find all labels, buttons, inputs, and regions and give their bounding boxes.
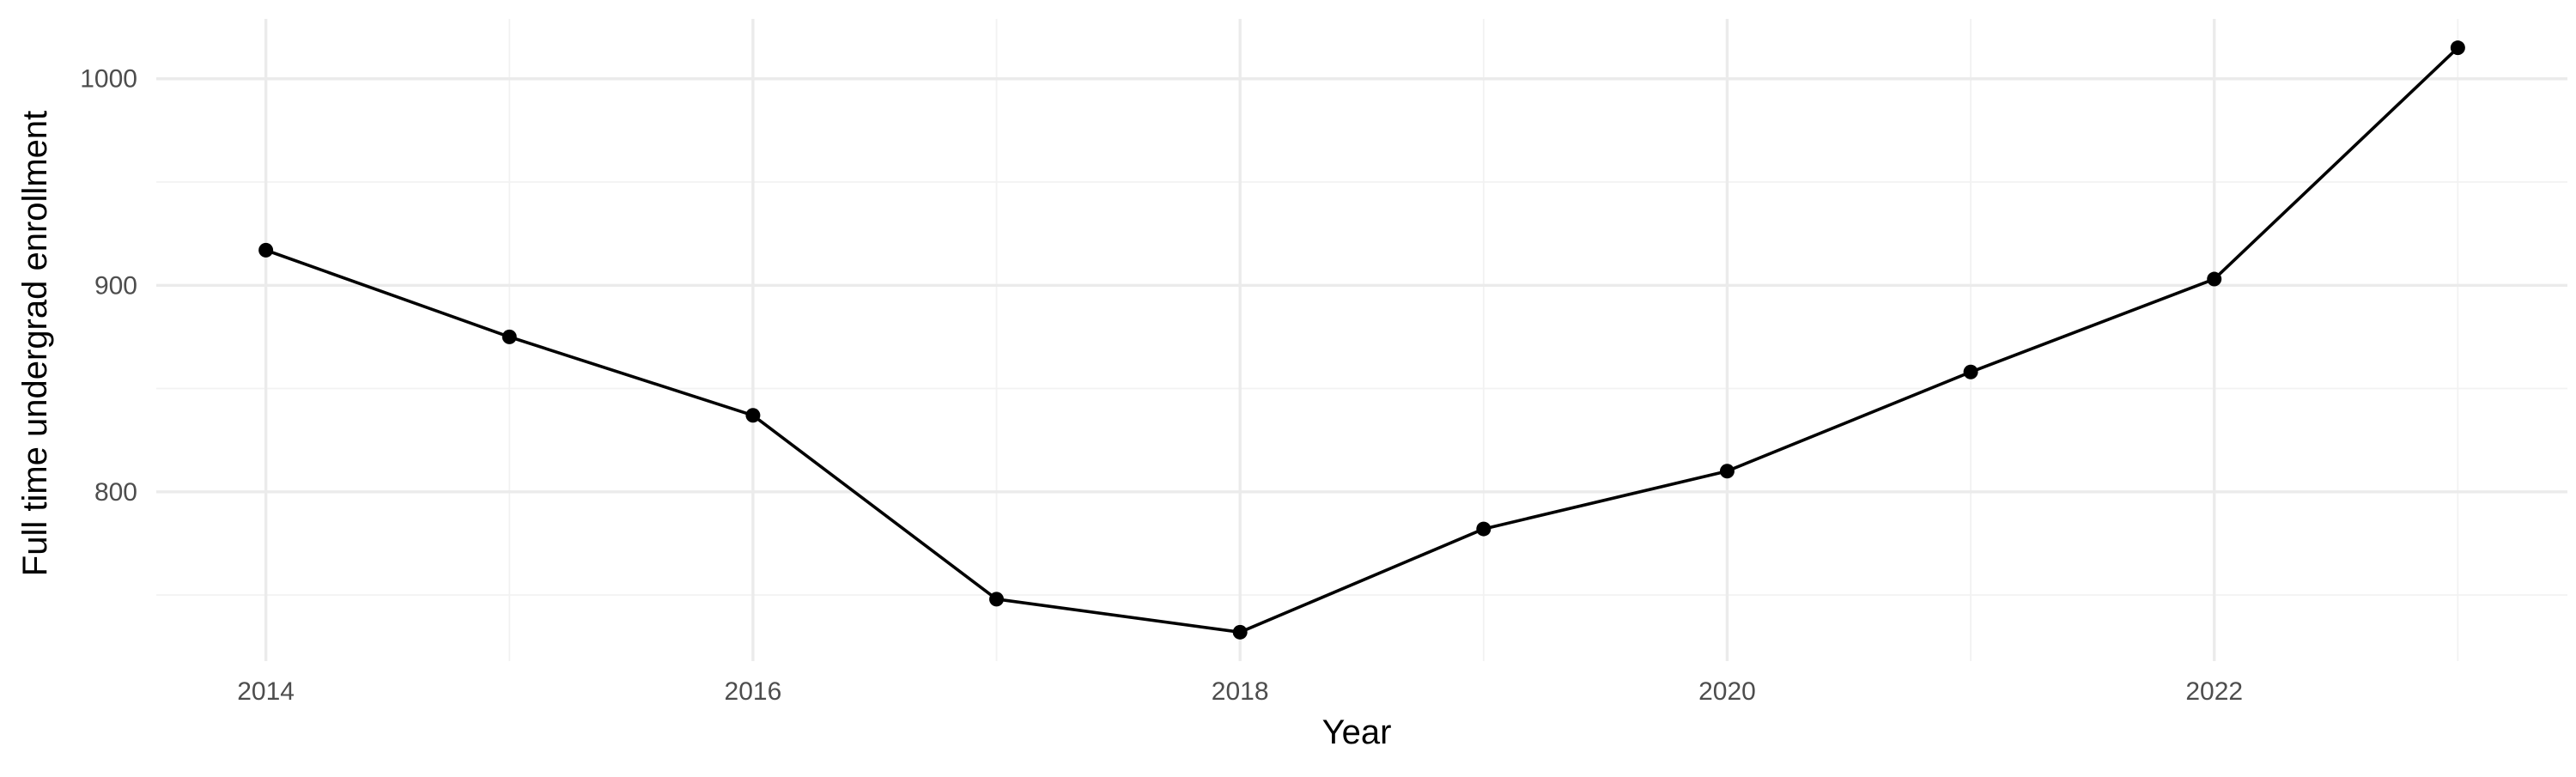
- y-tick-label: 900: [94, 271, 137, 300]
- series-layer: [258, 40, 2465, 640]
- major-gridlines: [156, 19, 2567, 661]
- y-tick-label: 1000: [80, 65, 137, 94]
- x-tick-label: 2016: [725, 677, 782, 706]
- data-point: [501, 329, 517, 344]
- x-tick-label: 2018: [1212, 677, 1269, 706]
- x-tick-label: 2014: [237, 677, 295, 706]
- y-axis-tick-labels: 800 900 1000: [80, 65, 137, 507]
- data-point: [258, 242, 274, 258]
- data-point: [1476, 521, 1492, 537]
- data-point: [1963, 364, 1978, 379]
- y-tick-label: 800: [94, 478, 137, 507]
- series-line: [264, 46, 2460, 634]
- data-point: [989, 592, 1005, 607]
- x-axis-tick-labels: 2014 2016 2018 2020 2022: [237, 677, 2243, 706]
- data-point: [745, 408, 761, 423]
- data-point: [1232, 624, 1248, 640]
- x-axis-title: Year: [1322, 713, 1392, 751]
- data-point: [2207, 271, 2222, 287]
- minor-gridlines: [156, 19, 2567, 661]
- y-axis-title: Full time undergrad enrollment: [16, 111, 54, 576]
- x-tick-label: 2020: [1698, 677, 1756, 706]
- data-point: [2450, 40, 2465, 56]
- x-tick-label: 2022: [2185, 677, 2243, 706]
- data-point: [1719, 464, 1735, 479]
